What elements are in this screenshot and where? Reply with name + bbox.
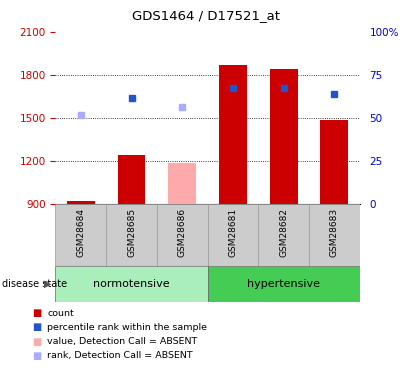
Text: ■: ■ bbox=[32, 351, 42, 361]
Bar bbox=[258, 204, 309, 266]
Text: count: count bbox=[47, 309, 74, 318]
Bar bbox=[208, 204, 258, 266]
Bar bbox=[157, 204, 208, 266]
Bar bbox=[219, 65, 247, 204]
Text: ■: ■ bbox=[32, 308, 42, 318]
Text: GSM28681: GSM28681 bbox=[229, 208, 238, 257]
Text: disease state: disease state bbox=[2, 279, 67, 289]
Text: ■: ■ bbox=[32, 337, 42, 346]
Bar bbox=[106, 204, 157, 266]
Text: normotensive: normotensive bbox=[93, 279, 170, 289]
Text: ▶: ▶ bbox=[44, 279, 51, 289]
Bar bbox=[118, 156, 145, 204]
Text: rank, Detection Call = ABSENT: rank, Detection Call = ABSENT bbox=[47, 351, 193, 360]
Bar bbox=[320, 120, 348, 204]
Text: value, Detection Call = ABSENT: value, Detection Call = ABSENT bbox=[47, 337, 198, 346]
Text: GSM28682: GSM28682 bbox=[279, 208, 288, 257]
Text: hypertensive: hypertensive bbox=[247, 279, 320, 289]
Text: GSM28685: GSM28685 bbox=[127, 208, 136, 257]
Bar bbox=[168, 163, 196, 204]
Text: GSM28683: GSM28683 bbox=[330, 208, 339, 257]
Bar bbox=[270, 69, 298, 204]
Bar bbox=[208, 266, 360, 302]
Text: ■: ■ bbox=[32, 322, 42, 332]
Bar bbox=[309, 204, 360, 266]
Bar bbox=[55, 204, 106, 266]
Bar bbox=[67, 201, 95, 204]
Text: percentile rank within the sample: percentile rank within the sample bbox=[47, 323, 207, 332]
Text: GSM28684: GSM28684 bbox=[76, 208, 85, 257]
Text: GDS1464 / D17521_at: GDS1464 / D17521_at bbox=[132, 9, 279, 22]
Text: GSM28686: GSM28686 bbox=[178, 208, 187, 257]
Bar bbox=[55, 266, 208, 302]
